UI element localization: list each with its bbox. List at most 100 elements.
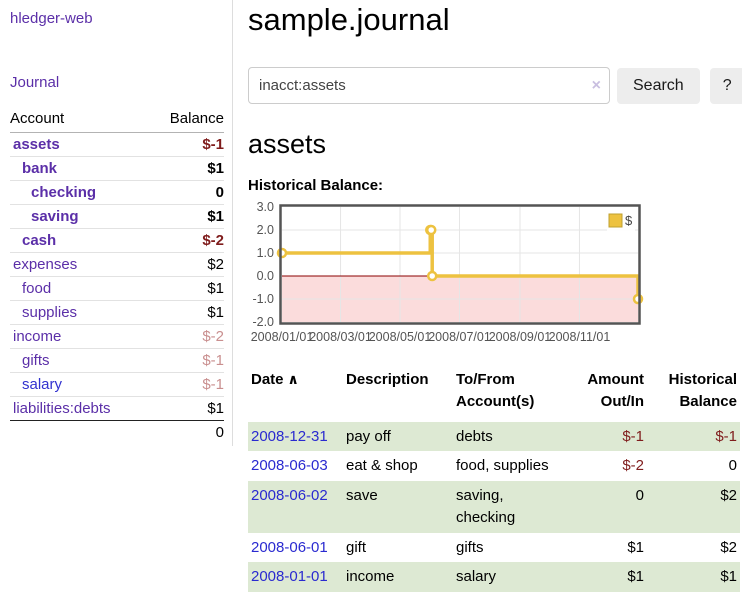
transaction-date-link[interactable]: 2008-01-01 [251, 568, 328, 585]
account-row: liabilities:debts $1 [10, 397, 224, 421]
clear-search-icon[interactable]: × [592, 78, 601, 94]
account-balance: $-2 [149, 229, 224, 253]
account-balance: 0 [149, 181, 224, 205]
date-cell: 2008-06-03 [248, 451, 343, 481]
search-bar: × Search ? [248, 67, 742, 104]
account-row: gifts$-1 [10, 349, 224, 373]
register-header-date[interactable]: Date∧ [248, 365, 343, 422]
amount-cell: $1 [577, 562, 647, 592]
account-row: income $-2 [10, 325, 224, 349]
transaction-date-link[interactable]: 2008-12-31 [251, 428, 328, 445]
account-balance: $-1 [149, 373, 224, 397]
svg-text:2008/05/01: 2008/05/01 [369, 330, 432, 344]
register-header-description: Description [343, 365, 453, 422]
account-link[interactable]: assets [10, 136, 60, 153]
account-link[interactable]: cash [10, 232, 56, 249]
svg-text:-1.0: -1.0 [252, 292, 274, 306]
help-button[interactable]: ? [710, 68, 742, 104]
sort-asc-icon: ∧ [288, 371, 299, 387]
app-title-link[interactable]: hledger-web [10, 10, 224, 27]
account-link[interactable]: supplies [10, 304, 77, 321]
sidebar: hledger-web Journal Account Balance asse… [0, 0, 233, 446]
account-balance: $1 [149, 397, 224, 421]
chart-label: Historical Balance: [248, 177, 742, 194]
accounts-cell: food, supplies [453, 451, 577, 481]
account-link[interactable]: saving [10, 208, 79, 225]
accounts-total-row: 0 [10, 421, 224, 445]
account-balance: $1 [149, 157, 224, 181]
accounts-cell: gifts [453, 533, 577, 563]
date-cell: 2008-06-02 [248, 481, 343, 533]
description-cell: pay off [343, 422, 453, 452]
account-row: supplies $1 [10, 301, 224, 325]
accounts-total-value: 0 [149, 421, 224, 445]
page-title: sample.journal [248, 2, 742, 38]
transaction-date-link[interactable]: 2008-06-01 [251, 539, 328, 556]
account-link[interactable]: expenses [10, 256, 77, 273]
account-link[interactable]: income [10, 328, 61, 345]
svg-text:$: $ [625, 213, 633, 228]
sidebar-item-journal[interactable]: Journal [10, 74, 224, 91]
account-row: salary $-1 [10, 373, 224, 397]
account-row: saving $1 [10, 205, 224, 229]
account-link[interactable]: gifts [10, 352, 50, 369]
account-link[interactable]: salary [10, 376, 62, 393]
account-link[interactable]: bank [10, 160, 57, 177]
svg-text:2008/09/01: 2008/09/01 [489, 330, 552, 344]
accounts-cell: saving, checking [453, 481, 577, 533]
svg-text:2008/03/01: 2008/03/01 [309, 330, 372, 344]
register-header-amount: Amount Out/In [577, 365, 647, 422]
svg-text:3.0: 3.0 [257, 200, 274, 214]
account-row: checking 0 [10, 181, 224, 205]
date-cell: 2008-01-01 [248, 562, 343, 592]
description-cell: eat & shop [343, 451, 453, 481]
accounts-cell: salary [453, 562, 577, 592]
accounts-header-account: Account [10, 106, 149, 133]
accounts-cell: debts [453, 422, 577, 452]
accounts-header-balance: Balance [149, 106, 224, 133]
amount-cell: $-2 [577, 451, 647, 481]
description-cell: save [343, 481, 453, 533]
amount-cell: 0 [577, 481, 647, 533]
account-balance: $-2 [149, 325, 224, 349]
account-link[interactable]: liabilities:debts [10, 400, 111, 417]
svg-text:2.0: 2.0 [257, 223, 274, 237]
search-input-wrap: × [248, 67, 610, 104]
balance-cell: $2 [647, 533, 740, 563]
account-balance: $2 [149, 253, 224, 277]
svg-text:1.0: 1.0 [257, 246, 274, 260]
account-row: bank $1 [10, 157, 224, 181]
account-heading: assets [248, 129, 742, 160]
svg-text:2008/07/01: 2008/07/01 [428, 330, 491, 344]
account-balance: $1 [149, 205, 224, 229]
account-link[interactable]: checking [10, 184, 96, 201]
account-row: expenses $2 [10, 253, 224, 277]
account-row: cash $-2 [10, 229, 224, 253]
accounts-total-spacer [10, 421, 149, 445]
transaction-date-link[interactable]: 2008-06-02 [251, 487, 328, 504]
balance-cell: $1 [647, 562, 740, 592]
main-content: sample.journal × Search ? assets Histori… [233, 0, 742, 592]
accounts-header-row: Account Balance [10, 106, 224, 133]
account-balance: $1 [149, 277, 224, 301]
amount-cell: $1 [577, 533, 647, 563]
svg-text:2008/11/01: 2008/11/01 [549, 330, 611, 344]
account-link[interactable]: food [10, 280, 51, 297]
svg-text:2008/01/01: 2008/01/01 [251, 330, 314, 344]
svg-text:0.0: 0.0 [257, 269, 274, 283]
description-cell: income [343, 562, 453, 592]
date-cell: 2008-06-01 [248, 533, 343, 563]
transaction-date-link[interactable]: 2008-06-03 [251, 457, 328, 474]
balance-chart: $3.02.01.00.0-1.0-2.02008/01/012008/03/0… [248, 200, 648, 352]
balance-cell: $-1 [647, 422, 740, 452]
account-balance: $1 [149, 301, 224, 325]
search-input[interactable] [248, 67, 610, 104]
accounts-table: Account Balance assets $-1 bank $1 checking 0… [10, 106, 224, 444]
search-button[interactable]: Search [617, 68, 700, 104]
